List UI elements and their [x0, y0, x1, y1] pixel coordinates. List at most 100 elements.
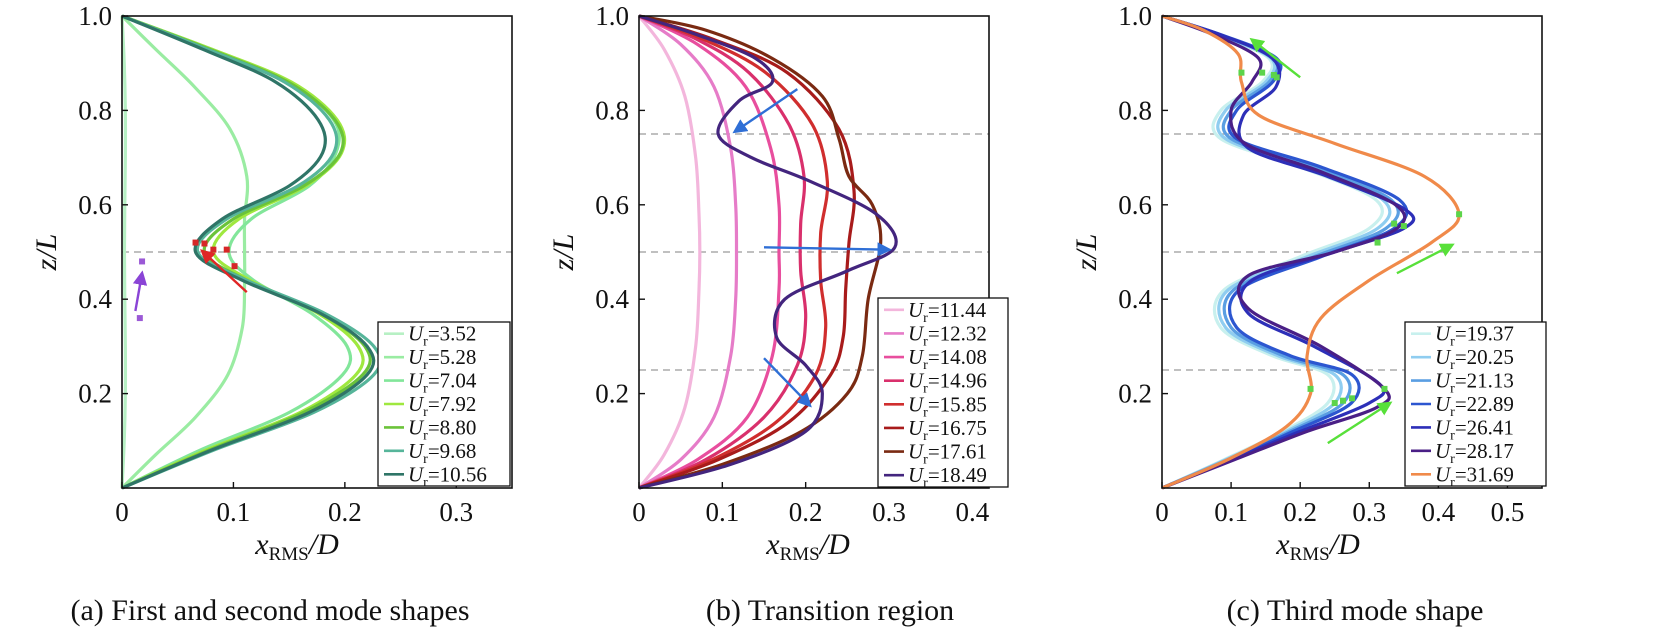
legend-entry-label: Ur=19.37: [1435, 322, 1514, 350]
legend-subscript: r: [423, 358, 428, 373]
x-axis-label-rest: /D: [307, 528, 339, 561]
legend-subscript: r: [923, 334, 928, 349]
panel-caption: (c) Third mode shape: [1227, 594, 1484, 627]
marker-point: [1391, 220, 1398, 227]
y-tick-label: 0.6: [78, 190, 112, 220]
x-tick-label: 0: [632, 497, 646, 527]
x-tick-label: 0.2: [789, 497, 823, 527]
legend-symbol: U: [408, 345, 425, 369]
legend-entry-label: Ur=31.69: [1435, 462, 1514, 490]
legend-value: =16.75: [928, 416, 987, 440]
series-line-6: [638, 14, 856, 490]
legend-entry-label: Ur=16.75: [908, 416, 987, 444]
x-tick-label: 0.3: [1352, 497, 1386, 527]
marker-point: [1331, 400, 1338, 407]
x-axis-label: xRMS/D: [1275, 528, 1360, 565]
y-tick-label: 0.4: [78, 284, 112, 314]
annotation-arrow: [200, 249, 248, 294]
legend-entry-label: Ur=3.52: [408, 322, 476, 350]
x-axis-label: xRMS/D: [765, 528, 850, 565]
x-tick-label: 0: [115, 497, 129, 527]
legend-value: =19.37: [1455, 322, 1514, 346]
y-tick-label: 0.8: [1118, 95, 1152, 125]
series-line-8: [638, 14, 898, 490]
legend-subscript: r: [1450, 405, 1455, 420]
x-tick-label: 0.5: [1491, 497, 1525, 527]
legend-symbol: U: [908, 321, 925, 345]
y-tick-label: 0.6: [1118, 190, 1152, 220]
legend-symbol: U: [1435, 369, 1452, 393]
legend-symbol: U: [1435, 392, 1452, 416]
legend-subscript: r: [923, 405, 928, 420]
panel-caption: (a) First and second mode shapes: [70, 594, 469, 627]
legend-entry-label: Ur=20.25: [1435, 345, 1514, 373]
marker-point: [1349, 395, 1355, 402]
x-tick-label: 0.1: [1214, 497, 1248, 527]
series-line-2: [120, 14, 250, 490]
legend-symbol: U: [908, 392, 925, 416]
legend-value: =14.96: [928, 369, 987, 393]
series-line-2: [638, 14, 739, 490]
series-line-6: [1161, 14, 1407, 490]
annotation-arrow: [763, 357, 812, 408]
legend-symbol: U: [1435, 415, 1452, 439]
legend-value: =14.08: [928, 345, 987, 369]
marker-point: [1340, 397, 1347, 404]
legend-subscript: r: [1450, 475, 1455, 490]
marker-point: [136, 315, 143, 322]
x-tick-label: 0.2: [1283, 497, 1317, 527]
legend-subscript: r: [923, 382, 928, 397]
legend-entry-label: Ur=21.13: [1435, 369, 1514, 397]
x-tick-label: 0.2: [328, 497, 362, 527]
legend-entry-label: Ur=26.41: [1435, 415, 1514, 443]
legend-subscript: r: [923, 453, 928, 468]
plot-frame: [638, 15, 990, 489]
legend: Ur=11.44Ur=12.32Ur=14.08Ur=14.96Ur=15.85…: [877, 297, 1009, 491]
legend-symbol: U: [1435, 462, 1452, 486]
x-axis-label-main: x: [254, 528, 269, 561]
marker-point: [201, 240, 208, 247]
series-line-1: [120, 15, 128, 489]
legend-entry-label: Ur=8.80: [408, 415, 476, 443]
legend-subscript: r: [1450, 452, 1455, 467]
legend-value: =20.25: [1455, 345, 1514, 369]
series-line-2: [1161, 14, 1392, 490]
plot-frame: [1161, 15, 1543, 489]
series-line-5: [638, 14, 830, 490]
legend-subscript: r: [423, 475, 428, 490]
x-tick-label: 0.4: [1421, 497, 1455, 527]
y-axis-label: z/L: [30, 234, 63, 272]
y-tick-label: 0.8: [78, 95, 112, 125]
series-line-1: [1161, 14, 1384, 490]
y-tick-label: 0.4: [1118, 284, 1152, 314]
legend-symbol: U: [908, 463, 925, 487]
annotation-arrow: [732, 88, 799, 134]
legend-symbol: U: [1435, 322, 1452, 346]
legend-entry-label: Ur=10.56: [408, 462, 487, 490]
x-axis-label-sub: RMS: [1290, 544, 1330, 565]
legend-symbol: U: [408, 439, 425, 463]
legend-symbol: U: [408, 322, 425, 346]
legend-subscript: r: [923, 429, 928, 444]
legend-subscript: r: [1450, 428, 1455, 443]
y-tick-label: 0.2: [595, 379, 629, 409]
legend-symbol: U: [908, 369, 925, 393]
legend-subscript: r: [923, 358, 928, 373]
legend-symbol: U: [908, 298, 925, 322]
series-line-4: [638, 14, 808, 490]
legend-symbol: U: [908, 345, 925, 369]
panel-3: 0 0.1 0.2 0.3 0.4 0.5 0.2 0.4 0.6 0.8 1.0 z/L xRMS/D…: [1070, 1, 1547, 627]
series-line-6: [121, 14, 383, 490]
marker-point: [1307, 385, 1314, 392]
x-axis-label: xRMS/D: [254, 528, 339, 565]
marker-point: [1374, 239, 1381, 246]
series-line-7: [121, 14, 376, 490]
legend-subscript: r: [423, 428, 428, 443]
legend-value: =10.56: [428, 462, 487, 486]
legend-symbol: U: [908, 416, 925, 440]
y-tick-label: 0.6: [595, 190, 629, 220]
series-line-3: [638, 14, 782, 490]
marker-point: [1381, 385, 1388, 392]
